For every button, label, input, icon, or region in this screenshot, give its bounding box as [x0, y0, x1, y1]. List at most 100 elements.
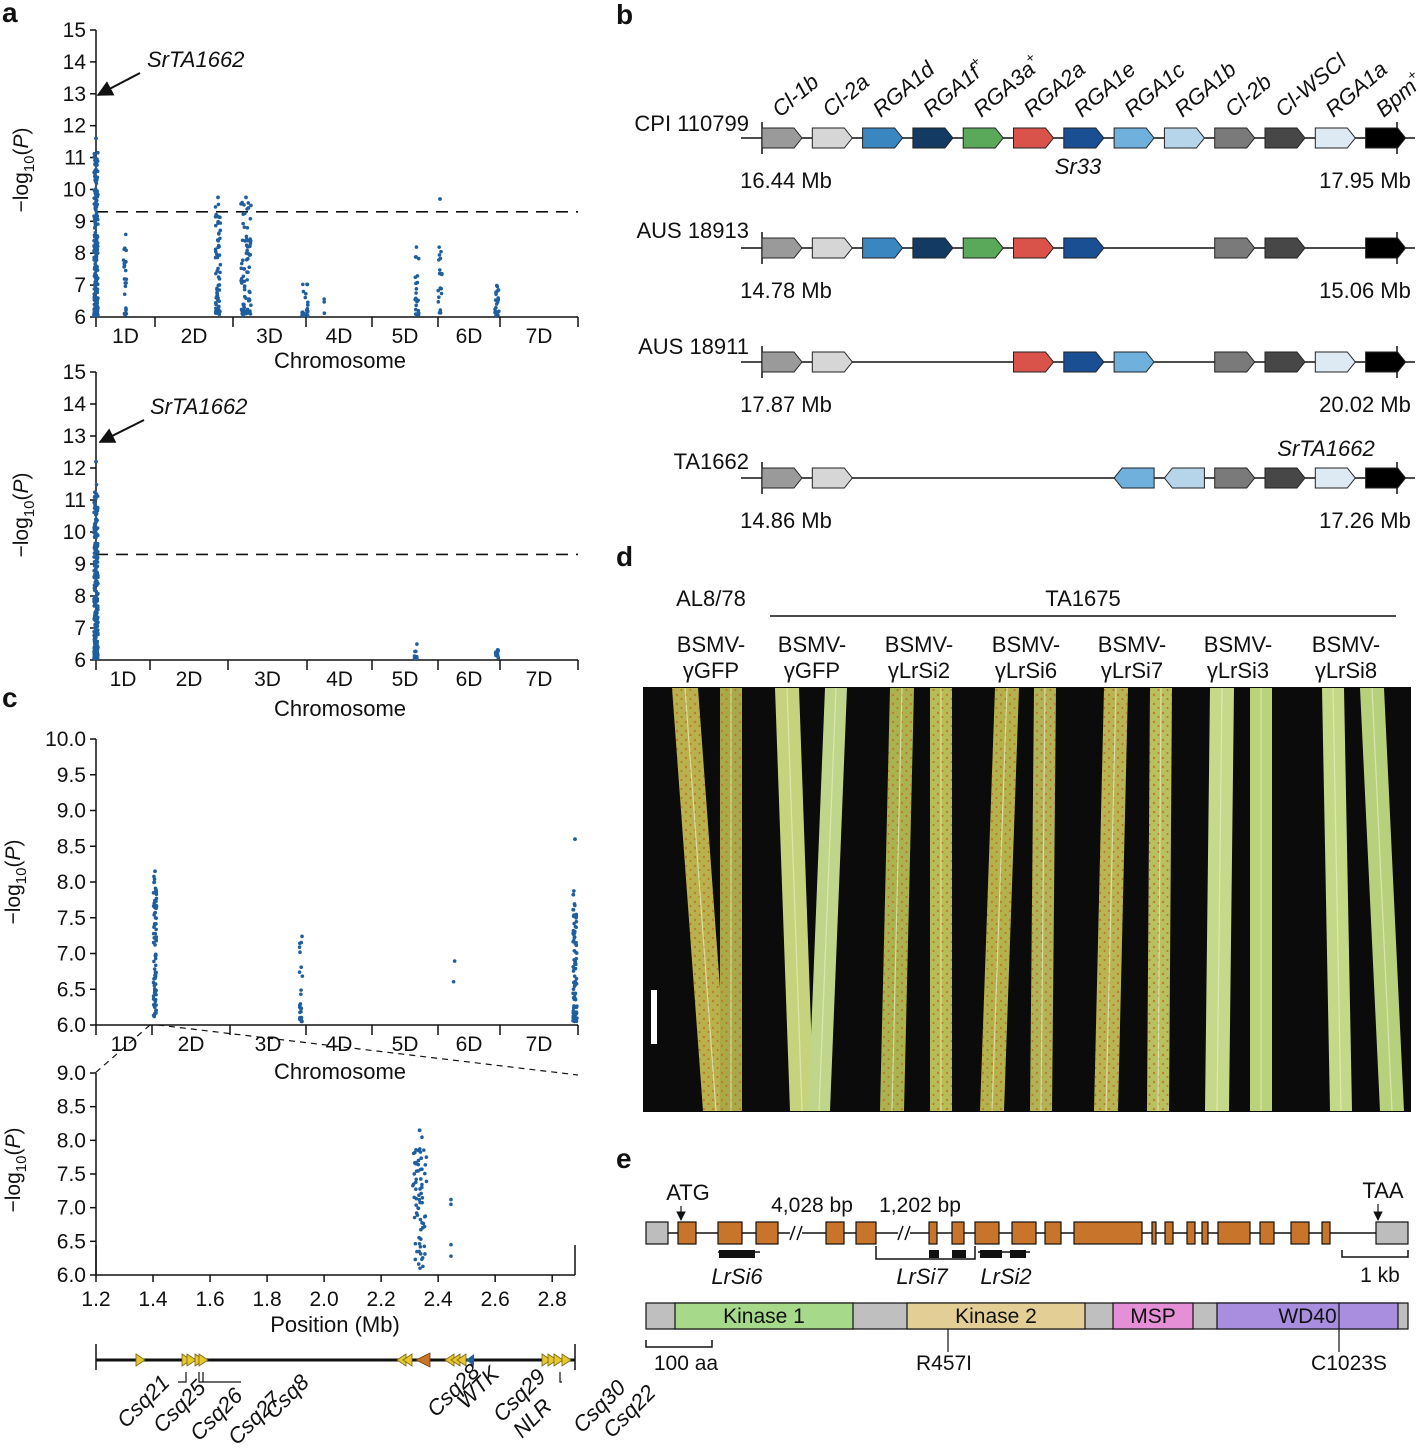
snp-point [248, 216, 253, 221]
leaf-vein [1157, 687, 1162, 1112]
snp-point [152, 1014, 157, 1019]
snp-point [437, 258, 441, 262]
snp-point [244, 251, 249, 256]
haplotype-gene-arrow [761, 467, 803, 489]
chromosome-label: 3D [254, 668, 281, 691]
snp-point [93, 162, 97, 167]
y-tick-label: 9.0 [57, 800, 86, 823]
snp-point [437, 245, 441, 249]
exon [1201, 1221, 1209, 1245]
chromosome-label: 1D [112, 325, 139, 348]
chromosome-label: 2D [178, 1033, 205, 1056]
haplotype-gene-arrow [1264, 127, 1306, 149]
snp-point [94, 199, 98, 203]
panel-a-top-xlabel: Chromosome [274, 348, 406, 373]
gene-glyph [198, 1353, 209, 1367]
snp-point [415, 280, 420, 285]
snp-point [449, 1202, 453, 1207]
y-tick-label: 6 [74, 306, 86, 329]
snp-point [95, 615, 99, 619]
snp-point [152, 959, 156, 964]
zoom-connector-left [93, 1024, 151, 1075]
snp-point [573, 837, 577, 841]
y-tick-label: 6.5 [57, 1230, 86, 1253]
exon [1073, 1221, 1143, 1245]
panel-c-bottom-region-plot: 6.0 6.5 7.0 7.5 8.0 8.5 9.0 1.2 1.4 1.6 1.8 2.0 2.2… [57, 1062, 576, 1311]
snp-point [152, 874, 156, 879]
construct-label-bottom: γGFP [784, 658, 840, 683]
snp-point [305, 306, 310, 311]
haplotype-right-coord: 17.26 Mb [1319, 508, 1411, 533]
snp-point [413, 275, 418, 280]
snp-point [239, 308, 244, 313]
snp-point [420, 1200, 424, 1205]
snp-point [94, 629, 98, 634]
snp-point [153, 963, 158, 968]
haplotype-name: AUS 18911 [638, 334, 749, 359]
snp-point [92, 214, 97, 218]
panel-c-bottom-xlabel: Position (Mb) [270, 1312, 400, 1337]
snp-point [215, 290, 219, 295]
leaf-vein [786, 687, 803, 1112]
snp-point [94, 311, 98, 316]
zoom-connector-right [157, 1024, 579, 1076]
snp-point [413, 1257, 418, 1262]
y-tick-label: 10 [63, 521, 86, 544]
snp-point [574, 976, 579, 981]
snp-point [244, 234, 249, 239]
panel-label-c: c [2, 682, 18, 713]
haplotype-gene-arrow [862, 237, 904, 259]
utr-3 [1375, 1221, 1409, 1245]
panel-e-gene-structure: ATG TAA 4,028 bp 1,202 bp LrSi6 LrSi7 LrSi2 1 k… [645, 1178, 1409, 1375]
snp-point [299, 1009, 303, 1014]
chromosome-label: 2D [181, 325, 208, 348]
snp-point [415, 642, 419, 646]
snp-point [572, 921, 576, 926]
haplotype-gene-arrow [1163, 127, 1206, 149]
y-tick-label: 14 [63, 393, 87, 416]
exon [1151, 1221, 1157, 1245]
snp-point [421, 1148, 426, 1152]
snp-point [297, 941, 302, 946]
snp-point [123, 281, 128, 285]
exon [1259, 1221, 1275, 1245]
snp-point [93, 503, 97, 508]
x-tick-label: 2.8 [538, 1288, 567, 1311]
panel-a-bottom-xlabel: Chromosome [274, 696, 406, 721]
snp-point [124, 248, 128, 253]
snp-point [242, 267, 246, 271]
snp-point [92, 244, 96, 248]
haplotype-left-coord: 14.86 Mb [740, 508, 832, 533]
snp-point [93, 533, 98, 537]
snp-point [216, 298, 220, 302]
snp-point [216, 305, 221, 309]
snp-point [436, 288, 441, 293]
snp-point [95, 202, 99, 207]
snp-point [245, 225, 250, 230]
construct-label-top: BSMV- [1204, 632, 1272, 657]
snp-point [439, 249, 443, 254]
snp-point [92, 151, 97, 156]
snp-point [571, 931, 575, 936]
snp-point [245, 310, 250, 314]
nlr-gene-glyph [466, 1354, 474, 1366]
snp-point [95, 623, 99, 627]
snp-point [417, 1128, 422, 1133]
panel-a-top-manhattan: 6 7 8 9 10 11 12 13 14 15 1D 2D 3D 4D 5D 6D 7D [63, 19, 579, 348]
snp-point [93, 602, 98, 607]
snp-point [93, 156, 98, 161]
haplotype-gene-arrow [1013, 351, 1055, 373]
haplotype-gene-arrow [1013, 237, 1055, 259]
haplotype-left-coord: 16.44 Mb [740, 168, 832, 193]
haplotype-gene-arrow [962, 127, 1004, 149]
haplotype-gene-arrow [811, 467, 853, 489]
snp-point [418, 1187, 422, 1191]
haplotype-gene-arrow [1113, 127, 1155, 149]
gene-glyph [186, 1353, 197, 1367]
panel-c-top-ylabel: −log10(P) [2, 840, 30, 925]
snp-point [94, 308, 99, 312]
snp-point [416, 256, 421, 261]
exon [974, 1221, 1000, 1245]
snp-point [420, 1135, 424, 1140]
